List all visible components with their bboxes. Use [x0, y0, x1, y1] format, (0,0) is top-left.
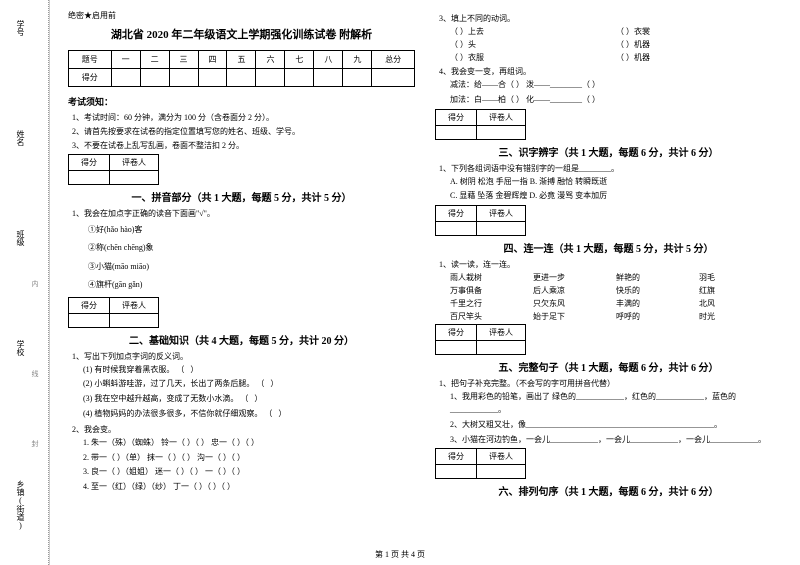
- s2-q3-r3: （ ）衣服（ ）机器: [435, 52, 782, 63]
- score-box-2: 得分评卷人: [68, 297, 159, 328]
- score-box-3: 得分评卷人: [435, 109, 526, 140]
- score-box-6: 得分评卷人: [435, 448, 526, 479]
- s5-i3: 3、小猫在河边钓鱼，一会儿____________，一会儿___________…: [435, 434, 782, 447]
- confidential-label: 绝密★启用前: [68, 10, 415, 21]
- s2-q4-i2: 加法：白——柏（ ） 化——________（ ）: [435, 94, 782, 107]
- th-7: 七: [285, 51, 314, 69]
- section-3-title: 三、识字辨字（共 1 大题，每题 6 分，共计 6 分）: [435, 144, 782, 159]
- s2-q3-r1: （ ）上去（ ）衣裳: [435, 26, 782, 37]
- rule-2: 2、请首先按要求在试卷的指定位置填写您的姓名、班级、学号。: [68, 126, 415, 137]
- rule-3: 3、不要在试卷上乱写乱画，卷面不整洁扣 2 分。: [68, 140, 415, 151]
- s5-i2: 2、大树又粗又壮，像______________________________…: [435, 419, 782, 432]
- th-9: 九: [343, 51, 372, 69]
- s2-q1-i1: (1) 有时候我穿着黑衣服。 （ ）: [68, 364, 415, 377]
- s2-q2: 2、我会变。: [68, 424, 415, 435]
- s2-q4-i1: 减法：给——合（ ） 泼——________（ ）: [435, 79, 782, 92]
- s2-q3-r2: （ ）头（ ）机器: [435, 39, 782, 50]
- margin-label-student-id: 学号: [15, 20, 26, 36]
- score-summary-table: 题号 一 二 三 四 五 六 七 八 九 总分 得分: [68, 50, 415, 87]
- s2-q1: 1、写出下列加点字词的反义词。: [68, 351, 415, 362]
- left-column: 绝密★启用前 湖北省 2020 年二年级语文上学期强化训练试卷 附解析 题号 一…: [58, 10, 425, 555]
- s2-q2-i4: 4. 至一（红）（绿）（纱） 丁一（ ）（ ）（ ）: [68, 481, 415, 494]
- page-footer: 第 1 页 共 4 页: [0, 549, 800, 560]
- th-4: 四: [198, 51, 227, 69]
- s4-r4: 百尺竿头始于足下呼呼的时光: [435, 311, 782, 322]
- section-4-title: 四、连一连（共 1 大题，每题 5 分，共计 5 分）: [435, 240, 782, 255]
- th-num: 题号: [69, 51, 112, 69]
- section-6-title: 六、排列句序（共 1 大题，每题 6 分，共计 6 分）: [435, 483, 782, 498]
- s4-r2: 万事俱备后人乘凉快乐的红旗: [435, 285, 782, 296]
- exam-notice-title: 考试须知：: [68, 95, 415, 108]
- th-total: 总分: [372, 51, 415, 69]
- s3-opt-a: A. 树阴 松泡 手屈一指 B. 渐搏 融恰 转瞬既逝: [435, 176, 782, 189]
- th-8: 八: [314, 51, 343, 69]
- margin-text-1: 内: [30, 280, 40, 287]
- section-5-title: 五、完整句子（共 1 大题，每题 6 分，共计 6 分）: [435, 359, 782, 374]
- section-1-title: 一、拼音部分（共 1 大题，每题 5 分，共计 5 分）: [68, 189, 415, 204]
- score-box-1: 得分评卷人: [68, 154, 159, 185]
- s4-r3: 千里之行只欠东风丰满的北风: [435, 298, 782, 309]
- s5-i1: 1、我用彩色的铅笔，画出了 绿色的____________，红色的_______…: [435, 391, 782, 417]
- score-box-4: 得分评卷人: [435, 205, 526, 236]
- margin-text-3: 封: [30, 440, 40, 447]
- margin-label-school: 学校: [15, 340, 26, 356]
- s3-opt-c: C. 显藉 坠落 金碧辉煌 D. 必竟 漫骂 变本加厉: [435, 190, 782, 203]
- margin-label-township: 乡镇(街道): [15, 480, 26, 530]
- s4-q1: 1、读一读，连一连。: [435, 259, 782, 270]
- margin-text-2: 线: [30, 370, 40, 377]
- s1-q1: 1、我会在加点字正确的读音下面画"√"。: [68, 208, 415, 219]
- s2-q1-i3: (3) 我在空中越升越高，变成了无数小水滴。 （ ）: [68, 393, 415, 406]
- margin-label-class: 班级: [15, 230, 26, 246]
- score-box-5: 得分评卷人: [435, 324, 526, 355]
- right-column: 3、填上不同的动词。 （ ）上去（ ）衣裳 （ ）头（ ）机器 （ ）衣服（ ）…: [425, 10, 792, 555]
- margin-label-name: 姓名: [15, 130, 26, 146]
- s5-q1: 1、把句子补充完整。（不会写的字可用拼音代替）: [435, 378, 782, 389]
- s2-q2-i3: 3. 良一（ ）（姐姐） 迷一（ ）（ ） 一（ ）（ ）: [68, 466, 415, 479]
- section-2-title: 二、基础知识（共 4 大题，每题 5 分，共计 20 分）: [68, 332, 415, 347]
- binding-margin: 学号 姓名 班级 学校 乡镇(街道) 内 线 封: [0, 0, 50, 565]
- th-2: 二: [140, 51, 169, 69]
- th-1: 一: [111, 51, 140, 69]
- s2-q2-i2: 2. 带一（ ）（单） 抹一（ ）（ ） 沟一（ ）（ ）: [68, 452, 415, 465]
- th-6: 六: [256, 51, 285, 69]
- s4-r1: 雨人栽树更进一步鲜艳的羽毛: [435, 272, 782, 283]
- s2-q4: 4、我会变一变，再组词。: [435, 66, 782, 77]
- s1-item-3: ③小猫(māo miāo): [68, 260, 415, 274]
- margin-dashed-line: [48, 0, 49, 565]
- s1-item-1: ①好(hǎo hào)客: [68, 223, 415, 237]
- s3-q1: 1、下列各组词语中没有错别字的一组是________。: [435, 163, 782, 174]
- td-score: 得分: [69, 69, 112, 87]
- s2-q2-i1: 1. 朱一（殊）（蜘蛛） 铃一（ ）（ ） 忠一（ ）（ ）: [68, 437, 415, 450]
- s2-q1-i4: (4) 植物妈妈的办法很多很多，不信你就仔细观察。 （ ）: [68, 408, 415, 421]
- s2-q3: 3、填上不同的动词。: [435, 13, 782, 24]
- s1-item-2: ②称(chēn chēng)象: [68, 241, 415, 255]
- s2-q1-i2: (2) 小蝌蚪游哇游，过了几天，长出了两条后腿。 （ ）: [68, 378, 415, 391]
- rule-1: 1、考试时间：60 分钟，满分为 100 分（含卷面分 2 分）。: [68, 112, 415, 123]
- page-title: 湖北省 2020 年二年级语文上学期强化训练试卷 附解析: [68, 26, 415, 42]
- main-content: 绝密★启用前 湖北省 2020 年二年级语文上学期强化训练试卷 附解析 题号 一…: [50, 0, 800, 565]
- s1-item-4: ④旗杆(gān gǎn): [68, 278, 415, 292]
- th-5: 五: [227, 51, 256, 69]
- th-3: 三: [169, 51, 198, 69]
